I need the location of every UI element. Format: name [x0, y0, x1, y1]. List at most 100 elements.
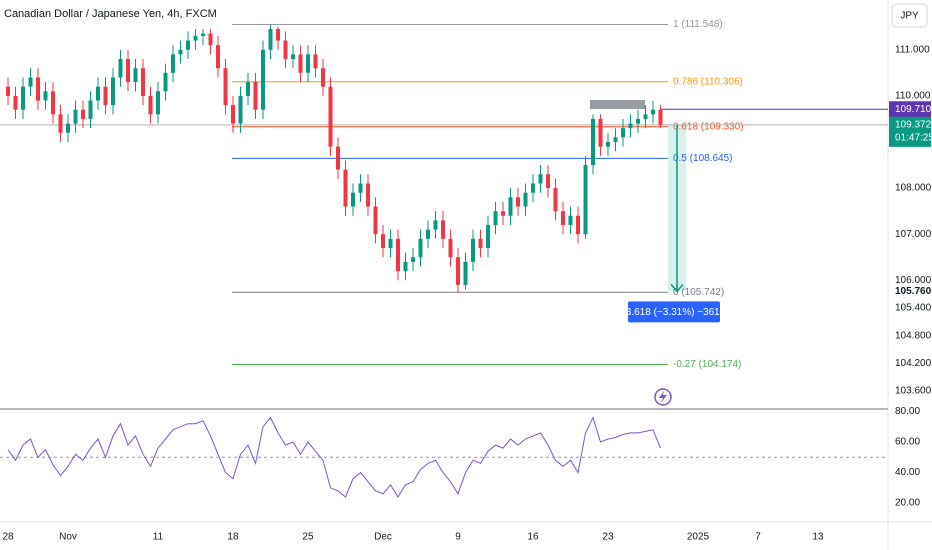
candle-body — [95, 86, 100, 101]
candle-body — [568, 215, 573, 225]
candle-body — [80, 109, 85, 119]
x-tick-label: 13 — [812, 532, 824, 543]
candle-body — [50, 91, 55, 115]
fib-label: -0.27 (104.174) — [673, 359, 741, 370]
candle-body — [103, 86, 108, 106]
candle-body — [380, 234, 385, 249]
x-tick-label: 28 — [2, 532, 14, 543]
candle-body — [313, 54, 318, 69]
candle-body — [238, 95, 243, 124]
candle-body — [320, 68, 325, 87]
x-tick-label: 9 — [455, 532, 461, 543]
last-price-tag — [889, 116, 931, 147]
candle-body — [583, 165, 588, 235]
x-tick-label: 23 — [602, 532, 614, 543]
y-tick-label: 107.000 — [895, 229, 932, 240]
x-tick-label: 2025 — [687, 532, 710, 543]
candle-body — [230, 105, 235, 124]
candle-body — [268, 29, 273, 50]
candle-body — [508, 197, 513, 216]
candle-body — [43, 91, 48, 101]
candle-body — [148, 95, 153, 115]
lightning — [659, 391, 667, 403]
candle-body — [470, 238, 475, 262]
fib-label: 0.5 (108.645) — [673, 153, 733, 164]
candle-body — [208, 33, 213, 46]
fib-label: 0.786 (110.306) — [673, 76, 743, 87]
rsi-line — [7, 416, 661, 498]
candle-body — [275, 29, 280, 41]
rsi-tick-label: 80.00 — [895, 406, 920, 417]
candle-body — [613, 137, 618, 142]
alert-tag-label: 109.710 — [895, 104, 932, 115]
y-tick-label: 110.000 — [895, 91, 931, 102]
x-tick-label: 18 — [227, 532, 239, 543]
candle-body — [395, 238, 400, 272]
candle-body — [298, 54, 303, 73]
rsi-tick-label: 40.00 — [895, 467, 920, 478]
candle-body — [328, 86, 333, 147]
candle-body — [343, 169, 348, 207]
candle-body — [403, 261, 408, 272]
candle-body — [245, 82, 250, 96]
candle-body — [20, 86, 25, 110]
x-tick-label: 25 — [302, 532, 314, 543]
candle-body — [523, 192, 528, 207]
candle-body — [515, 197, 520, 207]
candle-body — [620, 128, 625, 138]
candle-body — [545, 174, 550, 189]
measure-label-box — [628, 301, 720, 323]
last-price-label: 109.372 — [895, 119, 932, 130]
range-box — [590, 100, 645, 109]
candle-body — [335, 146, 340, 170]
candle-body — [590, 118, 595, 166]
candle-body — [88, 100, 93, 119]
alert-tag — [889, 101, 931, 118]
y-tick-label: 103.600 — [895, 386, 932, 397]
candle-body — [163, 72, 168, 92]
candle-body — [170, 54, 175, 73]
candle-body — [358, 183, 363, 193]
candle-body — [575, 215, 580, 235]
x-tick-label: 16 — [527, 532, 539, 543]
measure-end-label: 105.760 — [895, 286, 932, 297]
candle-body — [28, 77, 33, 87]
candle-body — [260, 49, 265, 110]
x-tick-label: 11 — [153, 532, 164, 543]
candle-body — [125, 59, 130, 83]
measure-label: −3.618 (−3.31%) −361.8 — [620, 307, 729, 318]
candle-body — [215, 45, 220, 69]
candle-body — [448, 238, 453, 258]
candle-body — [538, 174, 543, 184]
currency-label[interactable]: JPY — [900, 11, 919, 22]
candle-body — [418, 238, 423, 258]
y-tick-label: 104.800 — [895, 330, 932, 341]
candle-body — [635, 118, 640, 124]
candle-body — [185, 40, 190, 50]
y-tick-label: 105.400 — [895, 303, 932, 314]
candle-body — [455, 257, 460, 285]
candle-body — [388, 238, 393, 249]
x-tick-label: Nov — [59, 532, 77, 543]
candle-body — [433, 220, 438, 230]
candle-body — [5, 86, 10, 96]
candle-body — [73, 109, 78, 124]
rsi-tick-label: 60.00 — [895, 437, 920, 448]
candle-body — [605, 141, 610, 147]
candle-body — [65, 123, 70, 133]
candle-body — [478, 238, 483, 249]
fib-label: 0.618 (109.330) — [673, 121, 744, 132]
candle-body — [58, 114, 63, 133]
candle-body — [485, 224, 490, 249]
candle-body — [553, 188, 558, 212]
candle-body — [598, 118, 603, 147]
currency-button[interactable] — [891, 3, 928, 28]
candle-body — [35, 77, 40, 101]
candle-body — [658, 109, 663, 125]
candle-body — [650, 109, 655, 115]
y-tick-label: 104.200 — [895, 358, 932, 369]
candle-body — [290, 54, 295, 60]
candle-body — [155, 91, 160, 115]
candle-body — [283, 40, 288, 60]
